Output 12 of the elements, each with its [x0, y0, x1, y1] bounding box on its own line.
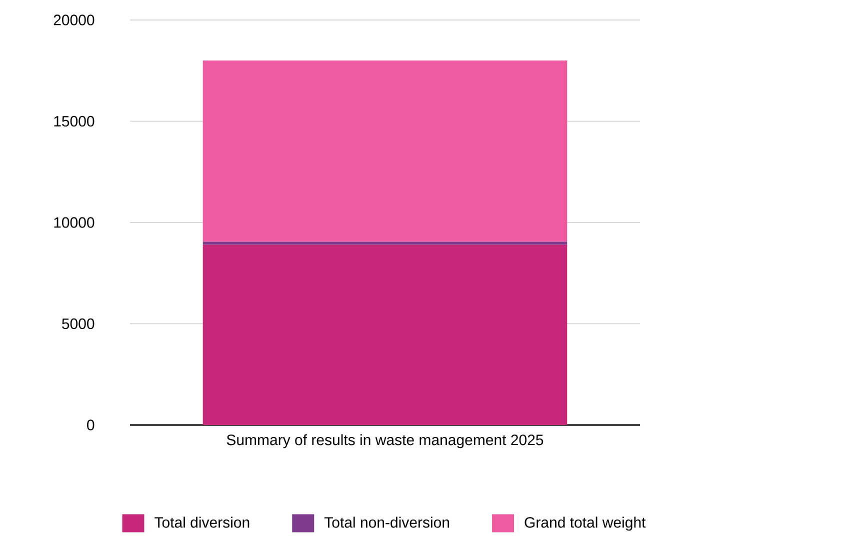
x-tick-label: Summary of results in waste management 2025: [226, 434, 544, 448]
y-tick-label: 5000: [62, 318, 94, 330]
legend-label: Grand total weight: [524, 516, 646, 531]
bar: [202, 60, 568, 242]
bar: [202, 242, 568, 245]
y-tick-label: 20000: [54, 14, 94, 26]
legend-label: Total diversion: [154, 516, 250, 528]
legend-label: Total non-diversion: [324, 516, 450, 528]
y-tick-label: 10000: [54, 217, 94, 228]
y-tick-label: 0: [87, 420, 94, 430]
bar: [202, 244, 568, 425]
y-tick-label: 15000: [54, 116, 94, 127]
